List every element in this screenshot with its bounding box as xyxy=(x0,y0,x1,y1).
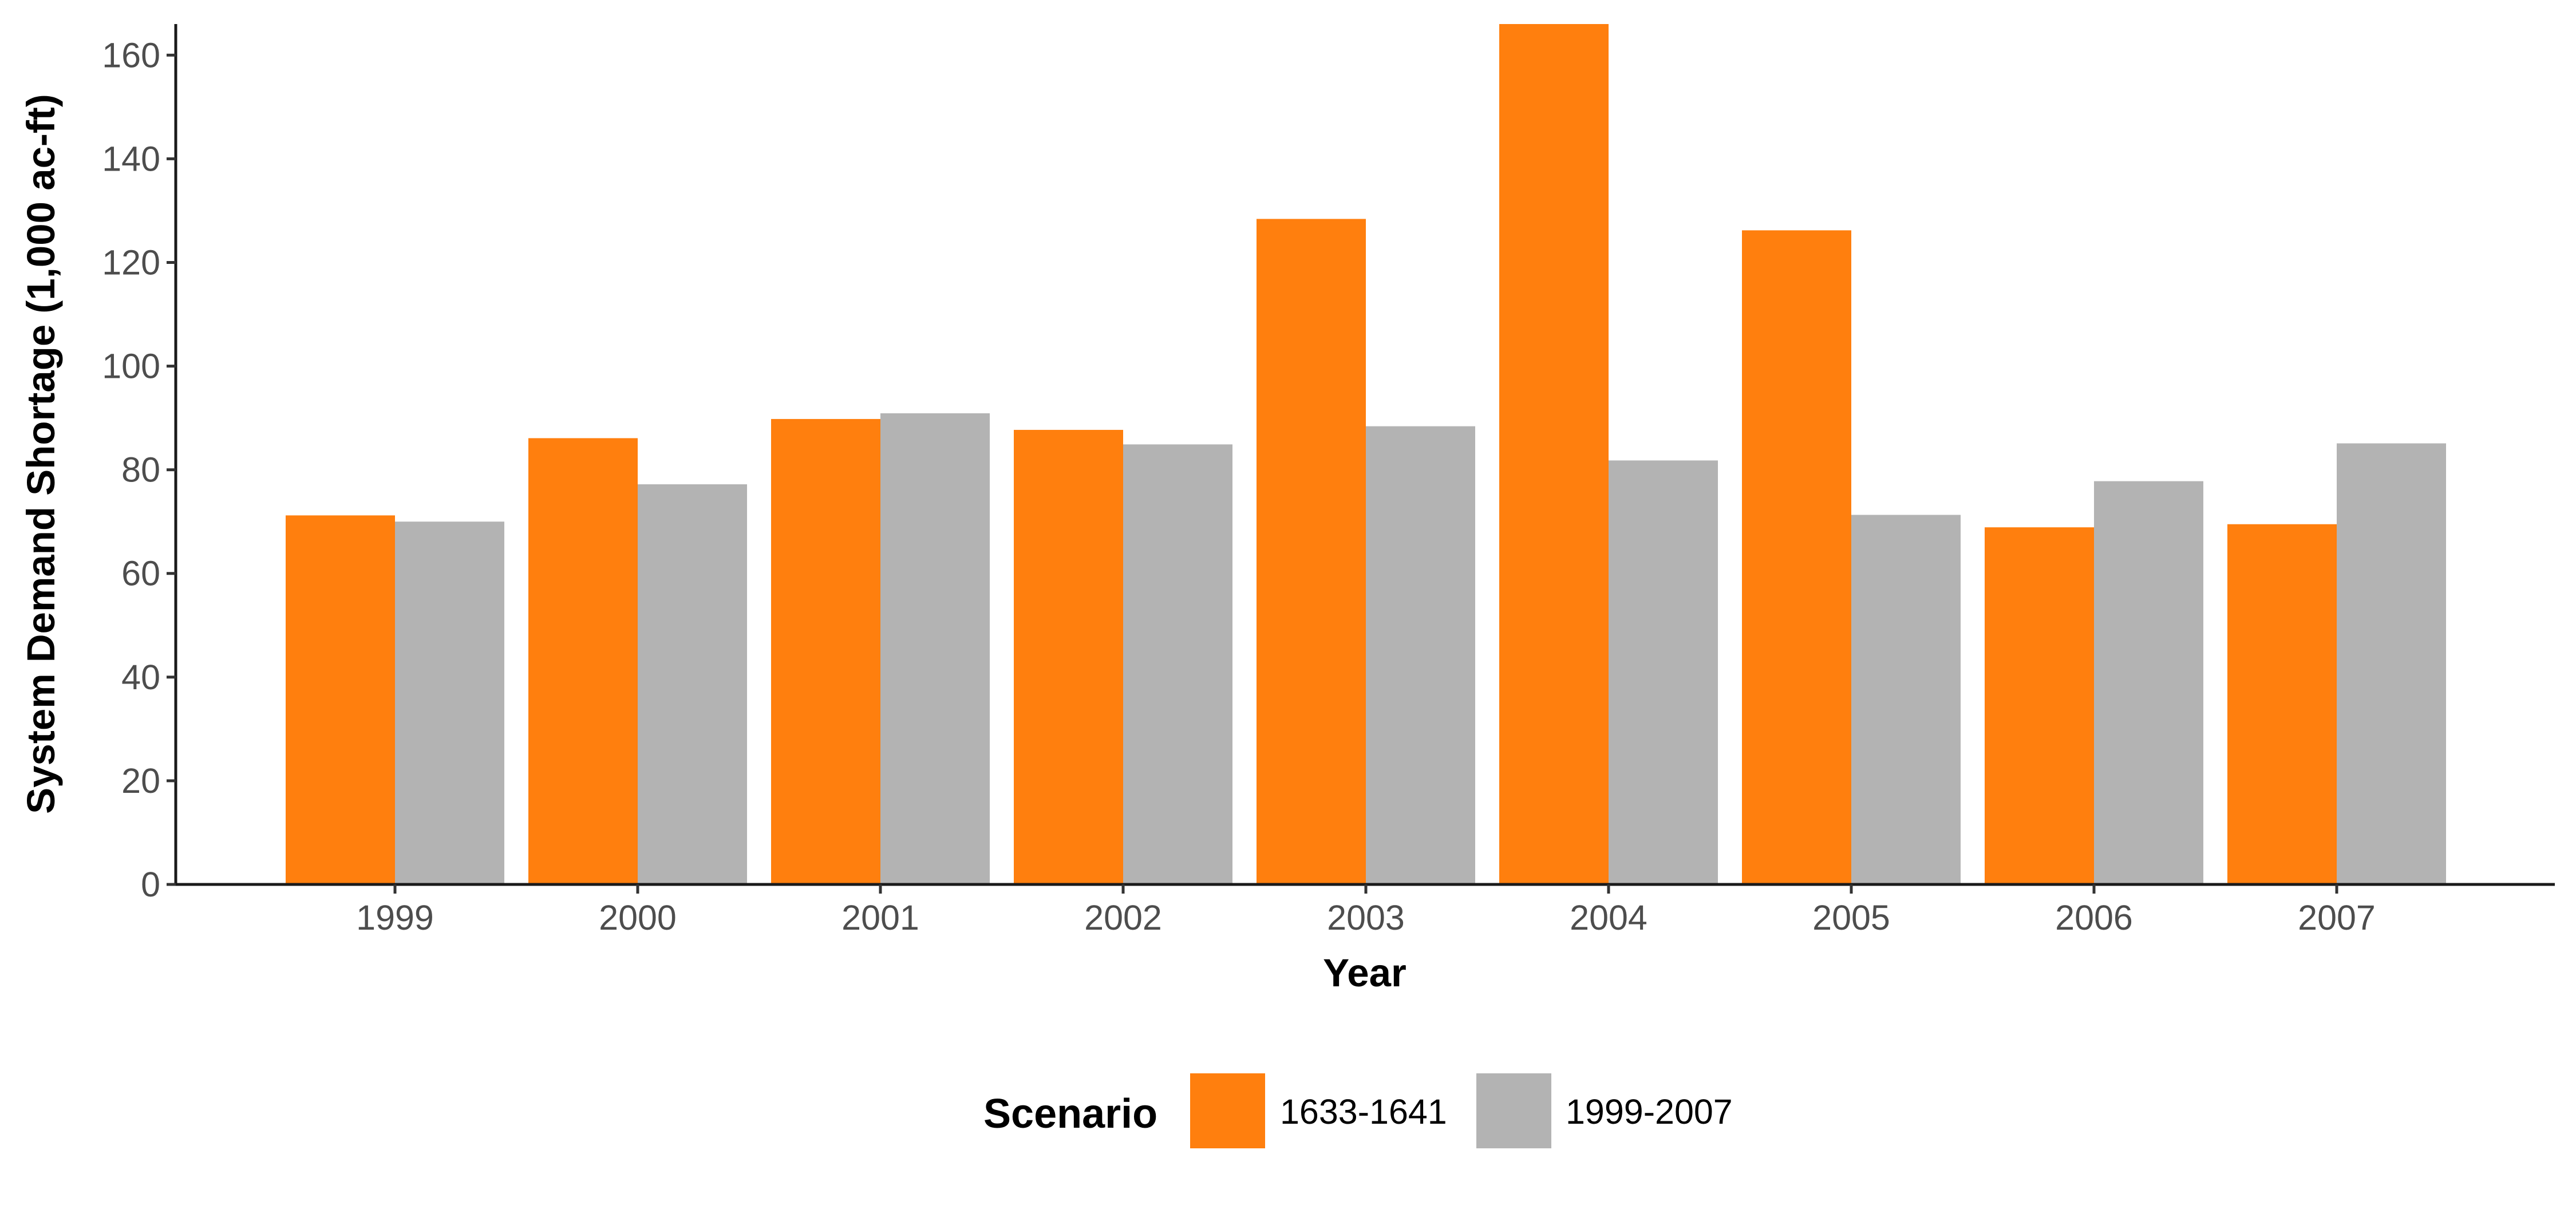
bar-1999-2007-2007 xyxy=(2337,443,2446,884)
legend-title: Scenario xyxy=(983,1091,1157,1137)
y-tick-label: 20 xyxy=(121,761,160,800)
legend-key xyxy=(1190,1073,1265,1148)
y-tick-label: 0 xyxy=(141,865,160,904)
y-tick-label: 40 xyxy=(121,658,160,697)
bar-1633-1641-1999 xyxy=(286,515,395,884)
y-ticks: 0 20 40 60 80 100 120 140 160 xyxy=(102,35,176,904)
bars-layer xyxy=(286,24,2446,885)
x-tick-label: 1999 xyxy=(356,898,434,937)
y-axis-title: System Demand Shortage (1,000 ac-ft) xyxy=(19,94,63,814)
bar-1633-1641-2004 xyxy=(1499,24,1609,884)
x-tick-label: 2006 xyxy=(2055,898,2133,937)
legend-items: 1633-1641 1999-2007 xyxy=(1190,1073,1733,1148)
bar-1633-1641-2003 xyxy=(1257,219,1366,884)
x-tick-label: 2004 xyxy=(1570,898,1647,937)
y-tick-label: 160 xyxy=(102,35,160,74)
bar-1633-1641-2007 xyxy=(2227,524,2337,884)
x-tick-label: 2000 xyxy=(599,898,677,937)
x-ticks: 1999 2000 2001 2002 2003 2004 2005 2006 2007 xyxy=(356,884,2376,937)
legend-label: 1633-1641 xyxy=(1280,1092,1447,1131)
bar-1999-2007-2003 xyxy=(1366,426,1475,884)
y-tick-label: 60 xyxy=(121,554,160,593)
x-tick-label: 2001 xyxy=(841,898,919,937)
x-tick-label: 2005 xyxy=(1812,898,1890,937)
bar-1999-2007-2006 xyxy=(2094,481,2203,884)
x-tick-label: 2003 xyxy=(1327,898,1405,937)
x-axis-title: Year xyxy=(1323,951,1406,995)
legend-label: 1999-2007 xyxy=(1566,1092,1733,1131)
bar-1999-2007-2000 xyxy=(638,484,747,884)
bar-1633-1641-2005 xyxy=(1742,230,1851,885)
bar-1999-2007-2005 xyxy=(1851,515,1961,884)
bar-1633-1641-2001 xyxy=(771,418,880,884)
bar-1633-1641-2002 xyxy=(1014,429,1123,884)
x-tick-label: 2002 xyxy=(1084,898,1162,937)
bar-1999-2007-2001 xyxy=(880,413,990,884)
y-tick-label: 140 xyxy=(102,139,160,178)
legend: Scenario 1633-1641 1999-2007 xyxy=(983,1073,1733,1148)
x-tick-label: 2007 xyxy=(2298,898,2376,937)
legend-key xyxy=(1476,1073,1551,1148)
y-tick-label: 120 xyxy=(102,243,160,282)
y-tick-label: 80 xyxy=(121,451,160,489)
bar-1633-1641-2000 xyxy=(528,438,638,884)
bar-1999-2007-2004 xyxy=(1609,460,1718,884)
bar-1633-1641-2006 xyxy=(1985,527,2094,884)
bar-1999-2007-1999 xyxy=(395,521,504,884)
y-tick-label: 100 xyxy=(102,347,160,386)
bar-1999-2007-2002 xyxy=(1123,444,1232,884)
